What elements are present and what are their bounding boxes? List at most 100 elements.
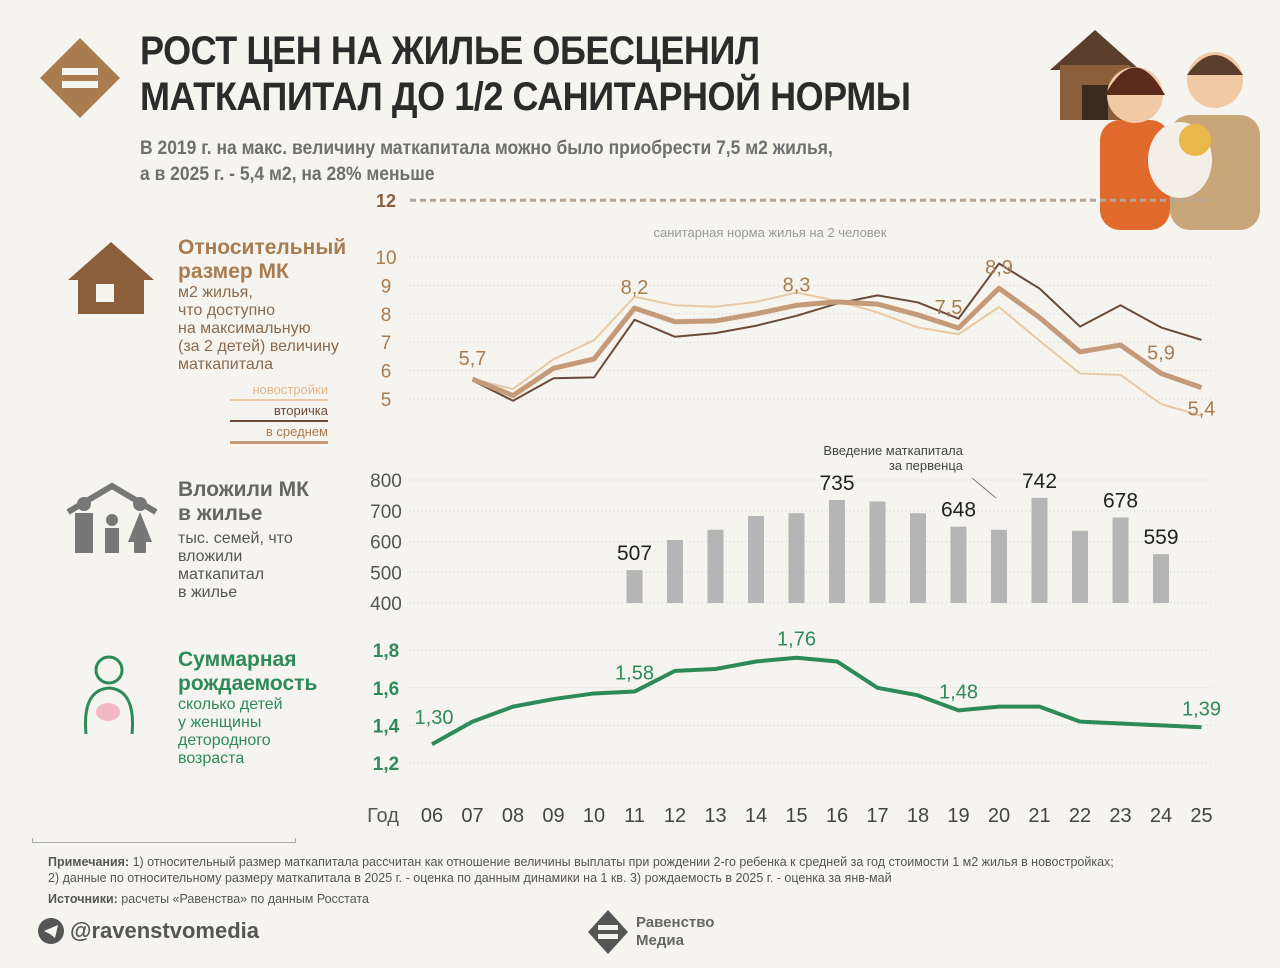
section-description: м2 жилья, xyxy=(178,284,253,301)
x-tick-label: 24 xyxy=(1150,805,1172,827)
section-heading: в жилье xyxy=(178,502,263,525)
x-tick-label: 09 xyxy=(542,805,564,827)
y-tick-label: 7 xyxy=(381,333,392,354)
sources: Источники: расчеты «Равенства» по данным… xyxy=(48,892,369,906)
data-label: 8,9 xyxy=(985,257,1013,279)
y-tick-label: 600 xyxy=(370,533,402,554)
x-tick-label: 14 xyxy=(745,805,767,827)
data-label: 8,3 xyxy=(783,274,811,296)
data-label: 1,30 xyxy=(415,707,454,729)
bar xyxy=(950,526,967,603)
x-tick-label: 10 xyxy=(583,805,605,827)
legend-new: новостройки xyxy=(230,380,328,401)
data-label: 1,76 xyxy=(777,629,816,651)
x-tick-label: 11 xyxy=(624,805,645,827)
section-families: Вложили МК в жилье тыс. семей, что вложили… xyxy=(178,478,309,602)
telegram-link[interactable]: @ravenstvomedia xyxy=(38,918,259,944)
data-label: 7,5 xyxy=(935,297,963,319)
bar xyxy=(1031,497,1048,603)
y-tick-label: 500 xyxy=(370,563,402,584)
data-label: 5,7 xyxy=(459,348,487,370)
bar xyxy=(667,539,683,603)
y-tick-label: 1,6 xyxy=(373,679,399,700)
section-description: на максимальную xyxy=(178,320,311,337)
bar xyxy=(1072,530,1088,603)
bar-label: 742 xyxy=(1022,470,1057,493)
subtitle: В 2019 г. на макс. величину маткапитала … xyxy=(140,136,833,188)
bar-label: 507 xyxy=(617,542,652,565)
legend-secondary: вторичка xyxy=(230,401,328,422)
data-label: 8,2 xyxy=(621,277,649,299)
bar xyxy=(788,513,805,603)
bar-label: 648 xyxy=(941,499,976,522)
section-description: что доступно xyxy=(178,302,275,319)
section-heading: размер МК xyxy=(178,260,289,283)
note-text: 2) данные по относительному размеру матк… xyxy=(48,871,892,885)
annotation: Введение маткапитала xyxy=(823,443,963,458)
section-description: возраста xyxy=(178,750,245,767)
section-description: детородного xyxy=(178,732,271,749)
x-tick-label: 21 xyxy=(1028,805,1050,827)
section-relative-size: Относительный размер МК м2 жилья, что дост… xyxy=(178,236,346,374)
section-description: маткапитала xyxy=(178,356,274,373)
legend-average: в среднем xyxy=(230,422,328,444)
x-tick-label: 08 xyxy=(502,805,524,827)
x-tick-label: 18 xyxy=(907,805,929,827)
annotation: за первенца xyxy=(889,458,964,473)
series-line-0 xyxy=(472,291,1202,417)
x-tick-label: 20 xyxy=(988,805,1010,827)
sources-text: расчеты «Равенства» по данным Росстата xyxy=(121,892,369,906)
y-tick-label: 400 xyxy=(370,594,402,615)
data-label: 1,48 xyxy=(939,681,978,703)
section-heading: рождаемость xyxy=(178,672,318,695)
y-tick-label: 1,4 xyxy=(373,716,400,737)
annotation-pointer xyxy=(971,477,997,499)
series-line-2 xyxy=(471,285,1203,399)
x-tick-label: 16 xyxy=(826,805,848,827)
x-tick-label: 12 xyxy=(664,805,686,827)
data-label: 1,58 xyxy=(615,663,654,685)
x-tick-label: 13 xyxy=(704,805,726,827)
bar xyxy=(707,529,724,603)
page-title: РОСТ ЦЕН НА ЖИЛЬЕ ОБЕСЦЕНИЛ МАТКАПИТАЛ ДО… xyxy=(140,28,911,120)
y-tick-label: 800 xyxy=(370,471,402,492)
x-tick-label: 25 xyxy=(1190,805,1212,827)
y-tick-label: 1,2 xyxy=(373,754,399,775)
section-description: (за 2 детей) величину xyxy=(178,338,339,355)
bar xyxy=(626,570,643,603)
bar xyxy=(1153,554,1169,603)
bar-label: 559 xyxy=(1143,526,1178,549)
notes: Примечания: 1) относительный размер матк… xyxy=(48,854,1248,886)
bar xyxy=(1112,517,1129,603)
family-icon xyxy=(66,482,158,553)
section-heading: Относительный xyxy=(178,236,347,259)
x-tick-label: 22 xyxy=(1069,805,1091,827)
ravenstvo-logo-icon xyxy=(40,38,120,118)
section-description: у женщины xyxy=(178,714,262,731)
section-description: вложили xyxy=(178,548,243,565)
notes-label: Примечания: xyxy=(48,855,130,869)
x-tick-label: 17 xyxy=(866,805,888,827)
subtitle-line: а в 2025 г. - 5,4 м2, на 28% меньше xyxy=(140,164,435,185)
y-tick-label: 9 xyxy=(381,276,392,297)
y-tick-label: 10 xyxy=(375,248,396,269)
handle-text: @ravenstvomedia xyxy=(70,918,259,943)
section-description: тыс. семей, что xyxy=(178,530,293,547)
title-line: МАТКАПИТАЛ ДО 1/2 САНИТАРНОЙ НОРМЫ xyxy=(140,75,911,119)
brand-text: Медиа xyxy=(636,932,684,949)
legend: новостройки вторичка в среднем xyxy=(230,380,328,444)
y-tick-label: 700 xyxy=(370,502,402,523)
brand-logo: Равенство Медиа xyxy=(588,910,714,954)
section-fertility: Суммарная рождаемость сколько детей у женщ… xyxy=(178,648,317,768)
data-label: 5,9 xyxy=(1147,342,1175,364)
section-heading: Вложили МК xyxy=(178,478,309,501)
y-tick-label: 1,8 xyxy=(373,641,399,662)
x-tick-label: 06 xyxy=(421,805,443,827)
sources-label: Источники: xyxy=(48,892,118,906)
series-line-1 xyxy=(472,262,1202,402)
bar-label: 735 xyxy=(819,472,854,495)
brand-text: Равенство xyxy=(636,914,715,931)
x-tick-label: 23 xyxy=(1109,805,1131,827)
